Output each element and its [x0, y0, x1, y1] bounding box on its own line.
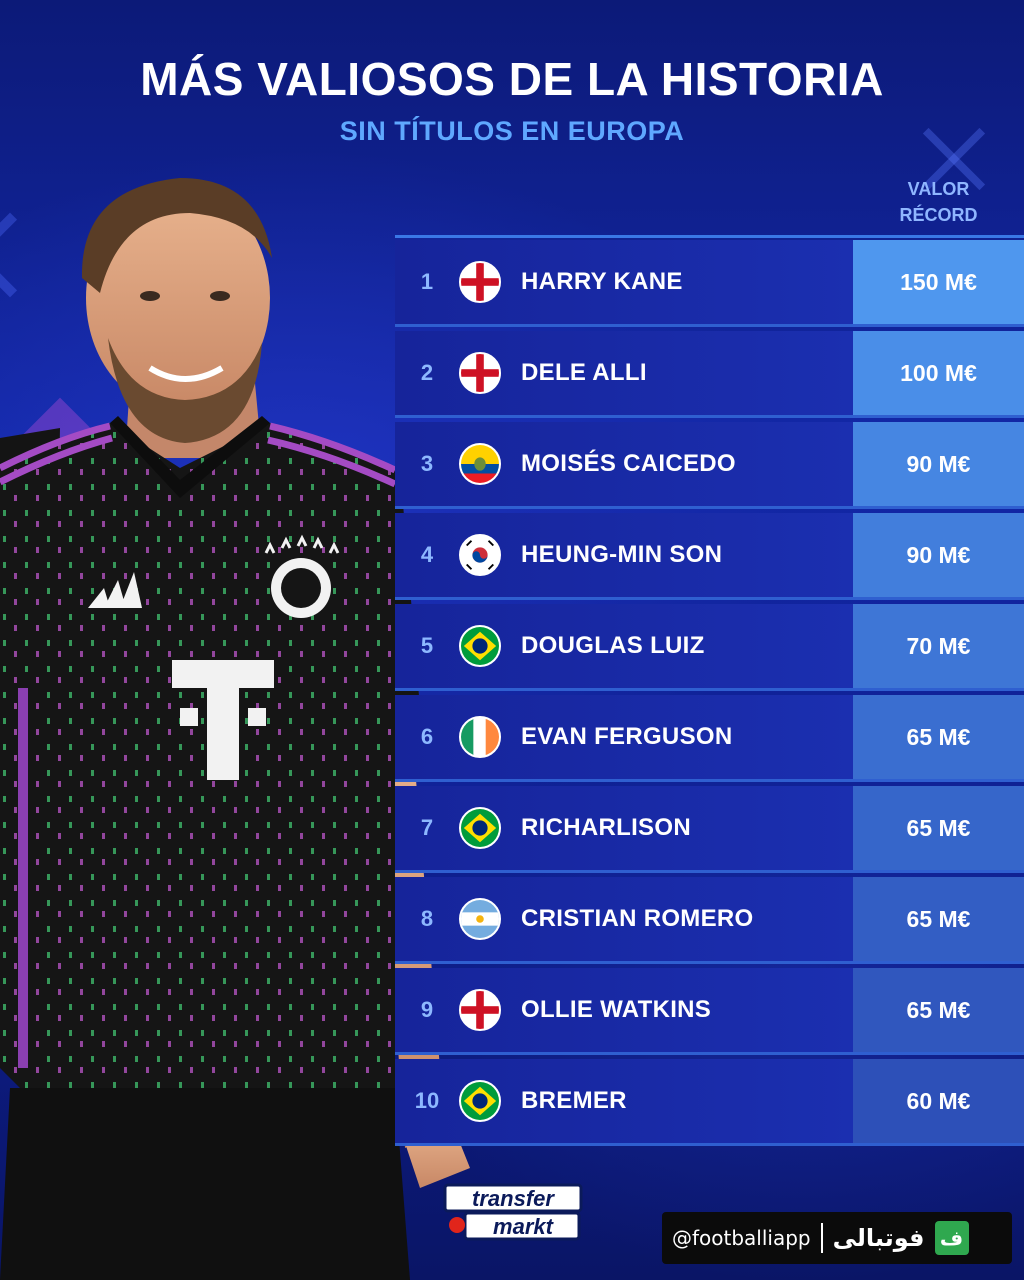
rank-number: 4	[420, 542, 434, 567]
rank-number: 8	[420, 906, 434, 931]
record-value: 65 M€	[853, 786, 1024, 873]
player-cell: 5 DOUGLAS LUIZ	[395, 604, 853, 691]
player-cell: 4 HEUNG-MIN SON	[395, 513, 853, 600]
record-value: 65 M€	[853, 695, 1024, 782]
rank-number: 3	[420, 451, 434, 476]
england-flag-icon	[459, 352, 501, 394]
brand-logo-icon: ف	[934, 1221, 969, 1255]
table-row: 1 HARRY KANE 150 M€	[395, 238, 1024, 329]
rank-number: 5	[420, 633, 434, 658]
transfermarkt-logo: transfer markt	[443, 1183, 583, 1241]
player-cell: 3 MOISÉS CAICEDO	[395, 422, 853, 509]
england-flag-icon	[459, 989, 501, 1031]
player-cell: 10 BREMER	[395, 1059, 853, 1146]
rank-number: 9	[420, 997, 434, 1022]
value-column-header-line1: VALOR	[907, 179, 970, 199]
table-row: 7 RICHARLISON 65 M€	[395, 784, 1024, 875]
rank-number: 7	[420, 815, 434, 840]
ecuador-flag-icon	[459, 443, 501, 485]
ranking-table: 1 HARRY KANE 150 M€ 2 DELE ALLI 100 M€ 3 MOISÉS…	[395, 235, 1024, 1148]
brazil-flag-icon	[459, 807, 501, 849]
table-row: 4 HEUNG-MIN SON 90 M€	[395, 511, 1024, 602]
player-name: EVAN FERGUSON	[521, 723, 733, 750]
south-korea-flag-icon	[459, 534, 501, 576]
record-value: 70 M€	[853, 604, 1024, 691]
table-row: 5 DOUGLAS LUIZ 70 M€	[395, 602, 1024, 693]
ireland-flag-icon	[459, 716, 501, 758]
player-name: DOUGLAS LUIZ	[521, 632, 705, 659]
player-name: OLLIE WATKINS	[521, 996, 712, 1023]
brazil-flag-icon	[459, 625, 501, 667]
rank-number: 10	[414, 1088, 440, 1113]
handle-divider	[820, 1223, 823, 1253]
page-title: MÁS VALIOSOS DE LA HISTORIA	[140, 53, 884, 105]
player-cell: 9 OLLIE WATKINS	[395, 968, 853, 1055]
player-cell: 2 DELE ALLI	[395, 331, 853, 418]
table-row: 9 OLLIE WATKINS 65 M€	[395, 966, 1024, 1057]
table-row: 8 CRISTIAN ROMERO 65 M€	[395, 875, 1024, 966]
rank-number: 1	[420, 269, 434, 294]
table-row: 3 MOISÉS CAICEDO 90 M€	[395, 420, 1024, 511]
tm-logo-line2: markt	[493, 1214, 555, 1239]
tm-logo-line1: transfer	[472, 1186, 555, 1211]
record-value: 65 M€	[853, 968, 1024, 1055]
player-name: MOISÉS CAICEDO	[521, 450, 736, 477]
value-column-header-line2: RÉCORD	[899, 205, 978, 225]
rank-number: 6	[420, 724, 434, 749]
brazil-flag-icon	[459, 1080, 501, 1122]
value-column-header: VALOR RÉCORD	[853, 176, 1024, 228]
player-name: DELE ALLI	[521, 359, 647, 386]
record-value: 60 M€	[853, 1059, 1024, 1146]
player-cell: 6 EVAN FERGUSON	[395, 695, 853, 782]
england-flag-icon	[459, 261, 501, 303]
record-value: 150 M€	[853, 240, 1024, 327]
record-value: 100 M€	[853, 331, 1024, 418]
player-cell: 8 CRISTIAN ROMERO	[395, 877, 853, 964]
player-name: HARRY KANE	[521, 268, 683, 295]
social-handle-badge: @footballiapp فوتبالی ف	[662, 1212, 1012, 1264]
player-cell: 7 RICHARLISON	[395, 786, 853, 873]
record-value: 90 M€	[853, 422, 1024, 509]
rank-number: 2	[420, 360, 434, 385]
brand-name: فوتبالی	[832, 1224, 925, 1252]
table-row: 6 EVAN FERGUSON 65 M€	[395, 693, 1024, 784]
social-handle: @footballiapp	[672, 1226, 811, 1250]
record-value: 65 M€	[853, 877, 1024, 964]
record-value: 90 M€	[853, 513, 1024, 600]
player-name: RICHARLISON	[521, 814, 691, 841]
player-name: HEUNG-MIN SON	[521, 541, 723, 568]
argentina-flag-icon	[459, 898, 501, 940]
player-photo	[0, 178, 470, 1280]
table-row: 2 DELE ALLI 100 M€	[395, 329, 1024, 420]
player-name: BREMER	[521, 1087, 627, 1114]
player-name: CRISTIAN ROMERO	[521, 905, 754, 932]
page-subtitle: SIN TÍTULOS EN EUROPA	[339, 116, 685, 146]
player-cell: 1 HARRY KANE	[395, 240, 853, 327]
table-row: 10 BREMER 60 M€	[395, 1057, 1024, 1148]
